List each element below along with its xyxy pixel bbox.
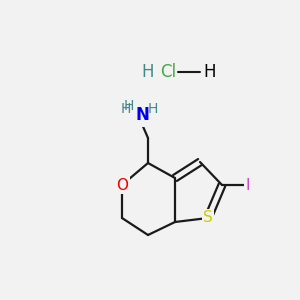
Text: Cl: Cl bbox=[160, 63, 176, 81]
Text: H: H bbox=[204, 63, 216, 81]
Text: O: O bbox=[116, 178, 128, 193]
Text: N: N bbox=[134, 110, 146, 124]
Text: H: H bbox=[121, 102, 131, 116]
Text: S: S bbox=[203, 211, 213, 226]
Text: H: H bbox=[124, 99, 134, 113]
Text: H: H bbox=[142, 63, 154, 81]
Text: I: I bbox=[246, 178, 250, 193]
Text: N: N bbox=[135, 106, 149, 124]
Text: H: H bbox=[148, 102, 158, 116]
